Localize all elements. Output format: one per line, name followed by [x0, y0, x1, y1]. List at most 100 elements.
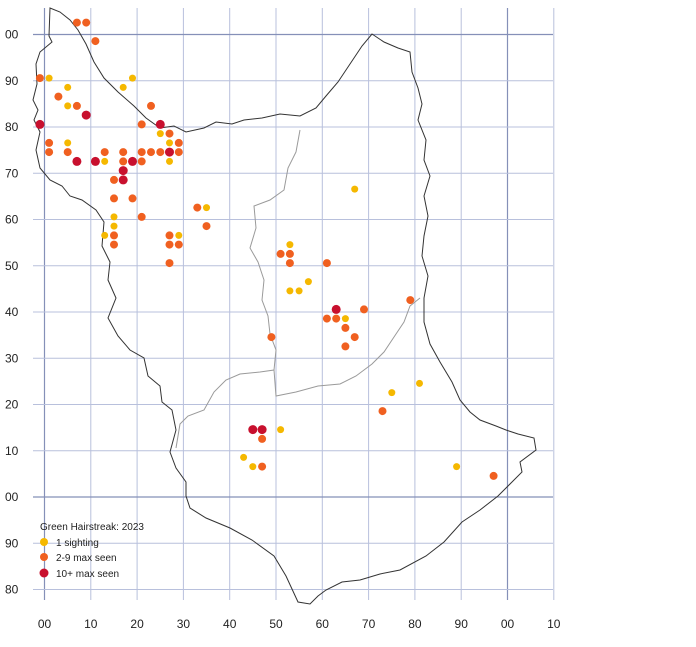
legend-label-mid: 2-9 max seen	[56, 553, 117, 564]
sighting-point-high	[72, 156, 82, 166]
sighting-point-mid	[156, 148, 165, 157]
sighting-point-high	[35, 119, 45, 129]
y-tick-label: 40	[5, 305, 19, 319]
sighting-point-mid	[258, 462, 267, 471]
sighting-point-mid	[174, 138, 183, 147]
x-tick-label: 30	[177, 617, 191, 631]
sighting-point-high	[257, 425, 267, 435]
sighting-point-one	[129, 74, 136, 82]
sighting-point-one	[341, 315, 349, 323]
sighting-point-mid	[285, 259, 294, 268]
sighting-point-one	[453, 463, 461, 471]
sighting-point-mid	[267, 333, 276, 342]
sighting-point-mid	[45, 148, 54, 157]
sighting-point-mid	[63, 148, 72, 157]
sighting-point-one	[388, 389, 396, 397]
sighting-point-one	[295, 287, 303, 295]
sighting-point-mid	[406, 296, 415, 305]
sighting-point-mid	[360, 305, 368, 314]
sighting-point-mid	[137, 120, 146, 129]
sighting-point-mid	[137, 212, 146, 221]
sighting-point-mid	[110, 175, 118, 184]
sighting-point-mid	[147, 101, 155, 110]
legend: Green Hairstreak: 2023 1 sighting 2-9 ma…	[39, 522, 144, 580]
y-tick-label: 30	[5, 351, 19, 365]
sighting-point-mid	[147, 148, 155, 157]
sighting-point-mid	[165, 259, 174, 268]
sighting-point-one	[249, 463, 257, 471]
sighting-point-one	[110, 222, 118, 230]
sighting-point-one	[64, 139, 72, 147]
y-tick-label: 60	[5, 213, 19, 227]
y-tick-label: 70	[5, 166, 19, 180]
sighting-point-one	[416, 379, 423, 387]
sighting-point-mid	[489, 471, 498, 480]
sighting-point-mid	[341, 342, 350, 351]
sighting-point-mid	[82, 18, 91, 27]
sighting-point-mid	[35, 74, 44, 83]
sighting-point-mid	[119, 157, 128, 166]
x-tick-label: 00	[501, 617, 515, 631]
sighting-point-high	[331, 304, 341, 314]
district-boundary-east	[273, 297, 421, 397]
y-tick-label: 90	[5, 536, 19, 550]
sighting-points	[35, 18, 498, 480]
sighting-point-one	[351, 185, 359, 193]
x-tick-label: 90	[455, 617, 469, 631]
sighting-point-mid	[110, 231, 118, 240]
sighting-point-one	[203, 204, 210, 212]
sighting-point-high	[165, 147, 174, 157]
sighting-point-high	[118, 166, 128, 176]
legend-swatch-mid	[40, 553, 48, 561]
x-tick-label: 50	[269, 617, 283, 631]
county-boundary	[32, 7, 537, 605]
sighting-point-mid	[341, 323, 350, 332]
y-tick-label: 80	[5, 583, 19, 597]
sighting-point-one	[286, 287, 294, 295]
district-boundary	[175, 129, 301, 449]
sighting-point-mid	[100, 148, 109, 157]
sighting-point-one	[45, 74, 53, 82]
sighting-point-mid	[72, 101, 81, 110]
sighting-point-one	[64, 83, 72, 91]
sighting-point-mid	[202, 222, 211, 231]
sighting-point-high	[118, 175, 128, 185]
sighting-point-mid	[137, 157, 146, 166]
x-tick-label: 40	[223, 617, 237, 631]
x-tick-label: 60	[316, 617, 330, 631]
sighting-point-mid	[350, 333, 359, 342]
sighting-point-one	[110, 213, 118, 221]
sighting-point-mid	[285, 249, 294, 258]
sighting-point-mid	[165, 240, 174, 249]
sighting-point-one	[286, 241, 294, 249]
x-axis-labels: 00 10 20 30 40 50 60 70 80 90 00 10	[38, 617, 561, 631]
sighting-point-mid	[128, 194, 137, 203]
x-tick-label: 20	[130, 617, 144, 631]
sighting-point-mid	[174, 240, 183, 249]
y-axis-labels: 00 90 80 70 60 50 40 30 20 10 00 90 80	[5, 28, 19, 597]
sighting-point-mid	[91, 37, 100, 46]
sighting-point-one	[166, 157, 173, 165]
sighting-point-one	[304, 278, 312, 286]
legend-label-high: 10+ max seen	[56, 569, 119, 580]
sighting-point-mid	[119, 148, 128, 157]
legend-swatch-high	[39, 568, 49, 578]
y-tick-label: 80	[5, 120, 19, 134]
sighting-point-mid	[193, 203, 202, 212]
sighting-point-high	[155, 119, 165, 129]
sighting-point-mid	[258, 434, 267, 443]
sighting-point-one	[240, 453, 248, 461]
sighting-point-high	[81, 110, 91, 120]
x-tick-label: 80	[408, 617, 422, 631]
sighting-point-high	[128, 156, 137, 166]
x-tick-label: 70	[362, 617, 376, 631]
sighting-point-mid	[165, 129, 174, 138]
sighting-point-one	[101, 157, 109, 165]
x-tick-label: 10	[84, 617, 98, 631]
legend-swatch-one	[40, 538, 48, 546]
sighting-point-mid	[174, 148, 183, 157]
sighting-point-one	[119, 83, 127, 91]
sighting-point-high	[90, 156, 100, 166]
sighting-point-one	[277, 426, 285, 434]
sighting-point-high	[248, 425, 258, 435]
